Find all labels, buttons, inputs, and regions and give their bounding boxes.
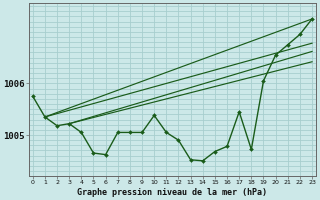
X-axis label: Graphe pression niveau de la mer (hPa): Graphe pression niveau de la mer (hPa)	[77, 188, 268, 197]
